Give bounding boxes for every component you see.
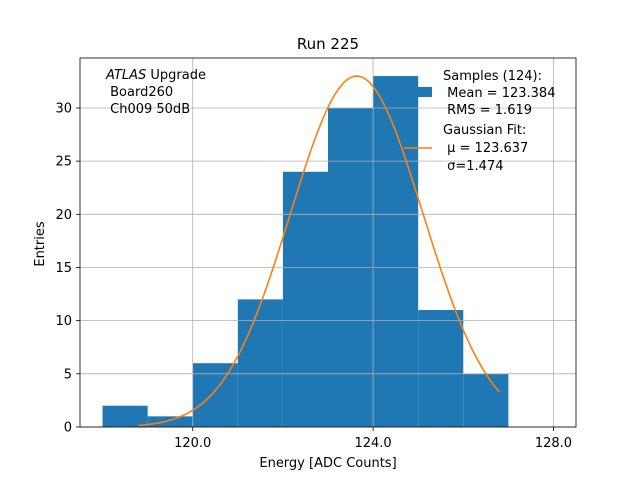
histogram-bar <box>373 76 419 427</box>
y-tick-label: 0 <box>64 421 72 436</box>
legend-samples-mean: Mean = 123.384 <box>443 86 555 101</box>
y-tick-label: 30 <box>55 101 72 116</box>
y-tick-label: 5 <box>64 367 72 382</box>
y-tick-label: 10 <box>55 314 72 329</box>
atlas-annotation: ATLAS Upgrade Board260 Ch009 50dB <box>105 68 206 117</box>
annotation-line-3: Ch009 50dB <box>106 102 190 117</box>
histogram-bar <box>463 373 509 427</box>
legend-samples-rms: RMS = 1.619 <box>443 103 532 118</box>
x-axis-label: Energy [ADC Counts] <box>259 456 396 471</box>
y-tick-label: 20 <box>55 208 72 223</box>
histogram-bar <box>192 363 238 427</box>
x-tick-label: 120.0 <box>174 436 211 451</box>
legend-fit-label: Gaussian Fit: <box>443 123 526 138</box>
histogram-bar <box>282 171 328 427</box>
x-tick-label: 128.0 <box>535 436 572 451</box>
annotation-line-1: ATLAS Upgrade <box>105 68 206 83</box>
legend-samples-label: Samples (124): <box>443 69 542 84</box>
histogram-bar <box>102 405 148 427</box>
gaussian-fit-line <box>138 75 500 427</box>
y-tick-label: 15 <box>55 261 72 276</box>
histogram-bar <box>147 416 193 427</box>
annotation-line-2: Board260 <box>106 85 173 100</box>
axis-ticks: 120.0 124.0 128.0 0 5 10 15 20 25 30 <box>55 101 572 451</box>
y-axis-label: Entries <box>33 221 48 267</box>
legend-fit-mu: μ = 123.637 <box>443 141 528 156</box>
chart-title: Run 225 <box>297 35 359 53</box>
x-tick-label: 124.0 <box>354 436 391 451</box>
legend: Samples (124): Mean = 123.384 RMS = 1.61… <box>404 69 555 174</box>
histogram-bar <box>237 299 283 427</box>
legend-samples-swatch <box>404 87 432 97</box>
histogram-bar <box>418 310 464 427</box>
legend-fit-sigma: σ=1.474 <box>443 159 503 174</box>
y-tick-label: 25 <box>55 155 72 170</box>
plot-frame <box>79 57 577 428</box>
gaussian-fit-curve <box>138 75 500 427</box>
